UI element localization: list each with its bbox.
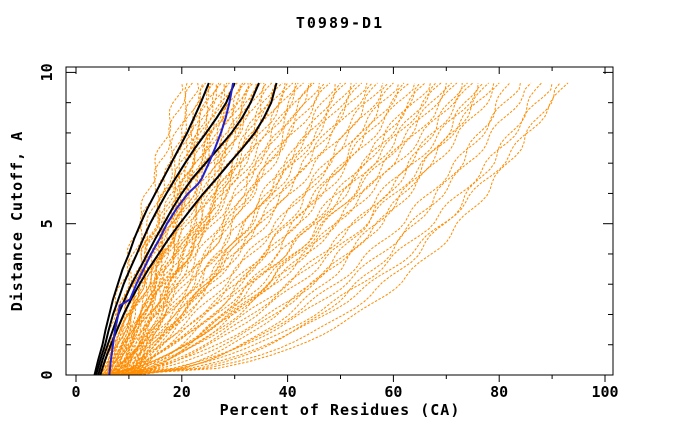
model-curve-orange: [99, 82, 542, 376]
chart-title: T0989-D1: [296, 14, 384, 32]
model-curve-orange: [115, 82, 363, 376]
model-curve-orange: [100, 82, 267, 376]
plot-frame: [65, 66, 614, 376]
y-tick-label: 10: [38, 63, 56, 81]
model-curve-orange: [139, 82, 341, 376]
model-curve-orange: [118, 82, 389, 376]
model-curve-orange: [115, 82, 193, 376]
model-curve-orange: [115, 82, 289, 376]
model-curve-orange: [108, 82, 278, 376]
model-curve-orange: [107, 82, 442, 376]
model-curve-black-curve-2: [95, 82, 236, 376]
model-curve-orange: [117, 82, 254, 376]
x-tick-label: 40: [279, 383, 297, 401]
x-tick-label: 60: [384, 383, 402, 401]
model-curve-orange: [99, 82, 437, 376]
model-curve-orange: [120, 82, 336, 376]
model-curve-orange: [139, 82, 521, 376]
model-curve-orange: [101, 82, 500, 376]
x-tick-label: 20: [173, 383, 191, 401]
frame-rect: [65, 66, 614, 376]
model-curve-orange: [112, 82, 489, 376]
model-curve-blue-curve: [108, 82, 235, 376]
model-curve-orange: [117, 82, 212, 376]
model-curve-orange: [125, 82, 325, 376]
model-curve-orange: [104, 82, 400, 376]
ensemble-curves-group: [99, 82, 569, 376]
model-curve-orange: [123, 82, 200, 376]
model-curve-orange: [109, 82, 304, 376]
model-curve-orange: [112, 82, 320, 376]
model-curve-orange: [133, 82, 312, 376]
model-curve-orange: [120, 82, 421, 376]
y-tick-label: 5: [38, 219, 56, 228]
model-curve-orange: [123, 82, 294, 376]
x-axis-label: Percent of Residues (CA): [220, 401, 461, 419]
model-curve-orange: [108, 82, 532, 376]
model-curve-orange: [120, 82, 511, 376]
model-curve-orange: [108, 82, 347, 376]
model-curve-orange: [125, 82, 265, 376]
reference-curves-group: [93, 82, 278, 376]
model-curve-orange: [139, 82, 426, 376]
model-curve-orange: [131, 82, 378, 376]
model-curve-orange: [102, 82, 296, 376]
model-curve-orange: [107, 82, 188, 376]
model-curve-orange: [107, 82, 357, 376]
model-curve-orange: [107, 82, 553, 376]
model-curve-orange: [112, 82, 262, 376]
y-tick-label: 0: [38, 370, 56, 379]
x-tick-label: 80: [490, 383, 508, 401]
x-tick-label: 100: [591, 383, 618, 401]
model-curve-orange: [123, 82, 569, 376]
model-curve-orange: [99, 82, 283, 376]
x-tick-labels: 0 20 40 60 80 100: [71, 383, 618, 401]
model-curve-orange: [139, 83, 275, 376]
model-curve-black-curve-4: [99, 82, 278, 376]
model-curve-orange: [102, 82, 373, 376]
model-curve-orange: [133, 82, 258, 376]
model-curve-orange: [101, 82, 331, 376]
model-curve-orange: [139, 82, 230, 376]
model-curve-orange: [123, 82, 452, 376]
model-curve-orange: [104, 82, 315, 376]
model-curve-orange: [99, 82, 184, 376]
y-axis-label: Distance Cutoff, A: [8, 131, 26, 312]
model-curve-orange: [108, 82, 431, 376]
model-curve-orange: [115, 82, 447, 376]
axis-ticks: [66, 67, 613, 382]
model-curve-orange: [117, 82, 310, 376]
model-curve-orange: [99, 82, 352, 376]
model-curve-orange: [102, 82, 246, 376]
model-curve-orange: [101, 82, 416, 376]
model-curve-orange: [118, 82, 474, 376]
model-curve-orange: [105, 82, 484, 376]
model-curve-orange: [131, 82, 299, 376]
model-curve-orange: [126, 82, 495, 376]
model-curve-orange: [108, 82, 233, 376]
model-curve-orange: [112, 82, 220, 376]
x-tick-label: 0: [71, 383, 80, 401]
model-curve-orange: [107, 82, 238, 376]
model-curve-orange: [115, 82, 561, 376]
model-curve-orange: [112, 82, 405, 376]
model-curve-orange: [110, 82, 468, 376]
model-curve-orange: [134, 82, 479, 376]
model-curve-orange: [110, 82, 384, 376]
y-tick-labels: 0 5 10: [38, 63, 56, 379]
model-curve-black-curve-1: [93, 82, 210, 376]
